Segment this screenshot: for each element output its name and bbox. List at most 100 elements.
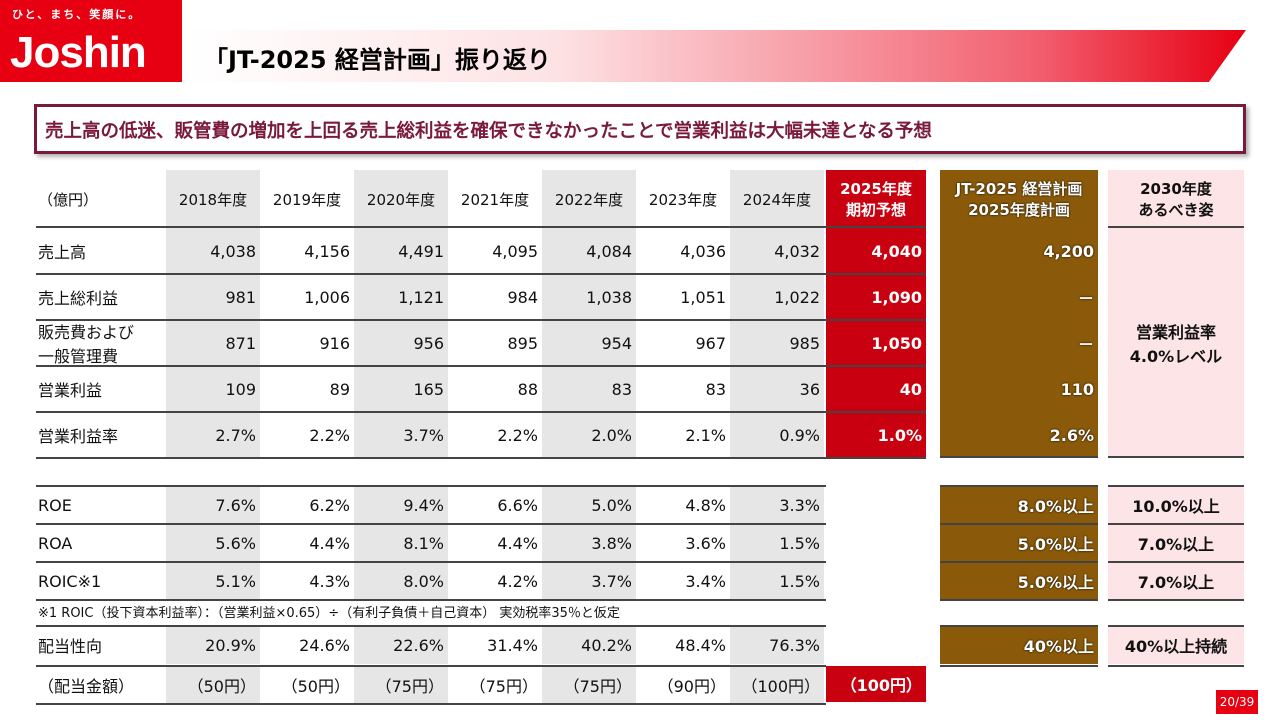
- value-cell: 895: [507, 333, 538, 353]
- table-rule: [36, 561, 826, 563]
- value-cell: 76.3%: [730, 626, 824, 664]
- table-rule: [940, 599, 1098, 601]
- summary-text: 売上高の低迷、販管費の増加を上回る売上総利益を確保できなかったことで営業利益は大…: [45, 121, 932, 142]
- table-rule: [1108, 456, 1244, 458]
- summary-banner: 売上高の低迷、販管費の増加を上回る売上総利益を確保できなかったことで営業利益は大…: [34, 104, 1246, 154]
- value-cell: （75円）: [354, 666, 448, 704]
- value-cell: 2.0%: [542, 412, 636, 458]
- value-cell: 3.4%: [685, 571, 726, 591]
- value-cell: 88: [517, 379, 538, 399]
- row-label: 販売費および 一般管理費: [38, 323, 135, 366]
- table-rule: [36, 703, 826, 705]
- joshin-logo: ひと、まち、笑顔に。 Joshin: [0, 0, 182, 82]
- table-rule: [36, 485, 826, 487]
- value-cell: 6.2%: [309, 495, 350, 515]
- unit-label: （億円）: [38, 190, 99, 209]
- row-label: ROE: [38, 495, 72, 515]
- plan-cell: 110: [940, 366, 1098, 412]
- page-title: 「JT-2025 経営計画」振り返り: [204, 46, 551, 74]
- value-cell: 3.8%: [542, 524, 636, 562]
- year-header: 2018年度: [166, 170, 260, 228]
- table-rule: [1108, 625, 1244, 627]
- table-rule: [940, 561, 1098, 563]
- row-label: （配当金額）: [38, 677, 135, 696]
- row-label: 配当性向: [38, 637, 103, 656]
- value-cell: 1,006: [304, 287, 350, 307]
- plan-cell: 4,200: [940, 228, 1098, 274]
- ideal-cell: 7.0%以上: [1108, 524, 1244, 562]
- value-cell: 5.1%: [166, 562, 260, 600]
- plan-cell: 2.6%: [940, 412, 1098, 458]
- plan-cell: 40%以上: [940, 626, 1098, 664]
- year-header: 2022年度: [542, 170, 636, 228]
- table-rule: [940, 625, 1098, 627]
- ideal-cell: 40%以上持続: [1108, 626, 1244, 664]
- value-cell: 36: [730, 366, 824, 412]
- value-cell: 1.5%: [730, 524, 824, 562]
- title-bar: 「JT-2025 経営計画」振り返り: [186, 30, 1246, 82]
- table-rule: [1108, 561, 1244, 563]
- value-cell: 8.0%: [354, 562, 448, 600]
- plan-cell: －: [940, 320, 1098, 366]
- value-cell: 4,032: [730, 228, 824, 274]
- value-cell: 24.6%: [299, 635, 350, 655]
- table-rule: [1108, 485, 1244, 487]
- value-cell: 984: [507, 287, 538, 307]
- value-cell: 4,156: [304, 241, 350, 261]
- row-label: 売上総利益: [38, 289, 119, 308]
- forecast-cell: 1,050: [826, 320, 926, 366]
- row-label: 営業利益率: [38, 427, 119, 446]
- table-rule: [1108, 226, 1244, 228]
- value-cell: 981: [166, 274, 260, 320]
- value-cell: 4,095: [492, 241, 538, 261]
- table-rule: [940, 665, 1098, 667]
- value-cell: 4.2%: [497, 571, 538, 591]
- table-rule: [36, 457, 926, 459]
- value-cell: 4,038: [166, 228, 260, 274]
- year-header: 2019年度: [272, 190, 342, 209]
- value-cell: 4.4%: [309, 533, 350, 553]
- value-cell: 4.8%: [685, 495, 726, 515]
- table-rule: [36, 411, 926, 413]
- table-rule: [1108, 523, 1244, 525]
- forecast-cell: 40: [826, 366, 926, 412]
- footnote: ※1 ROIC（投下資本利益率）：（営業利益×0.65）÷（有利子負債＋自己資本…: [38, 605, 620, 621]
- table-rule: [940, 456, 1098, 458]
- value-cell: 5.0%: [542, 486, 636, 524]
- year-header: 2024年度: [730, 170, 824, 228]
- year-header: 2023年度: [648, 190, 718, 209]
- table-rule: [36, 665, 826, 667]
- value-cell: 4.3%: [309, 571, 350, 591]
- plan-cell: 5.0%以上: [940, 524, 1098, 562]
- logo-tagline: ひと、まち、笑顔に。: [12, 8, 142, 21]
- value-cell: 20.9%: [166, 626, 260, 664]
- value-cell: 1,022: [730, 274, 824, 320]
- value-cell: 22.6%: [354, 626, 448, 664]
- value-cell: 109: [166, 366, 260, 412]
- value-cell: 967: [695, 333, 726, 353]
- table-rule: [36, 365, 926, 367]
- table-rule: [940, 485, 1098, 487]
- value-cell: 5.6%: [166, 524, 260, 562]
- value-cell: （100円）: [730, 666, 824, 704]
- value-cell: 3.6%: [685, 533, 726, 553]
- table-rule: [36, 599, 826, 601]
- table-rule: [1108, 599, 1244, 601]
- row-label: 営業利益: [38, 381, 103, 400]
- value-cell: 1,121: [354, 274, 448, 320]
- value-cell: 3.7%: [542, 562, 636, 600]
- value-cell: （50円）: [166, 666, 260, 704]
- table-rule: [1108, 665, 1244, 667]
- value-cell: 48.4%: [675, 635, 726, 655]
- value-cell: 3.3%: [730, 486, 824, 524]
- value-cell: 0.9%: [730, 412, 824, 458]
- ideal-header: 2030年度 あるべき姿: [1108, 170, 1244, 228]
- table-rule: [36, 319, 926, 321]
- forecast-cell: 1.0%: [826, 412, 926, 458]
- value-cell: 1,051: [680, 287, 726, 307]
- value-cell: 2.7%: [166, 412, 260, 458]
- value-cell: 89: [329, 379, 350, 399]
- value-cell: 956: [354, 320, 448, 366]
- value-cell: 871: [166, 320, 260, 366]
- row-label: 売上高: [38, 243, 87, 262]
